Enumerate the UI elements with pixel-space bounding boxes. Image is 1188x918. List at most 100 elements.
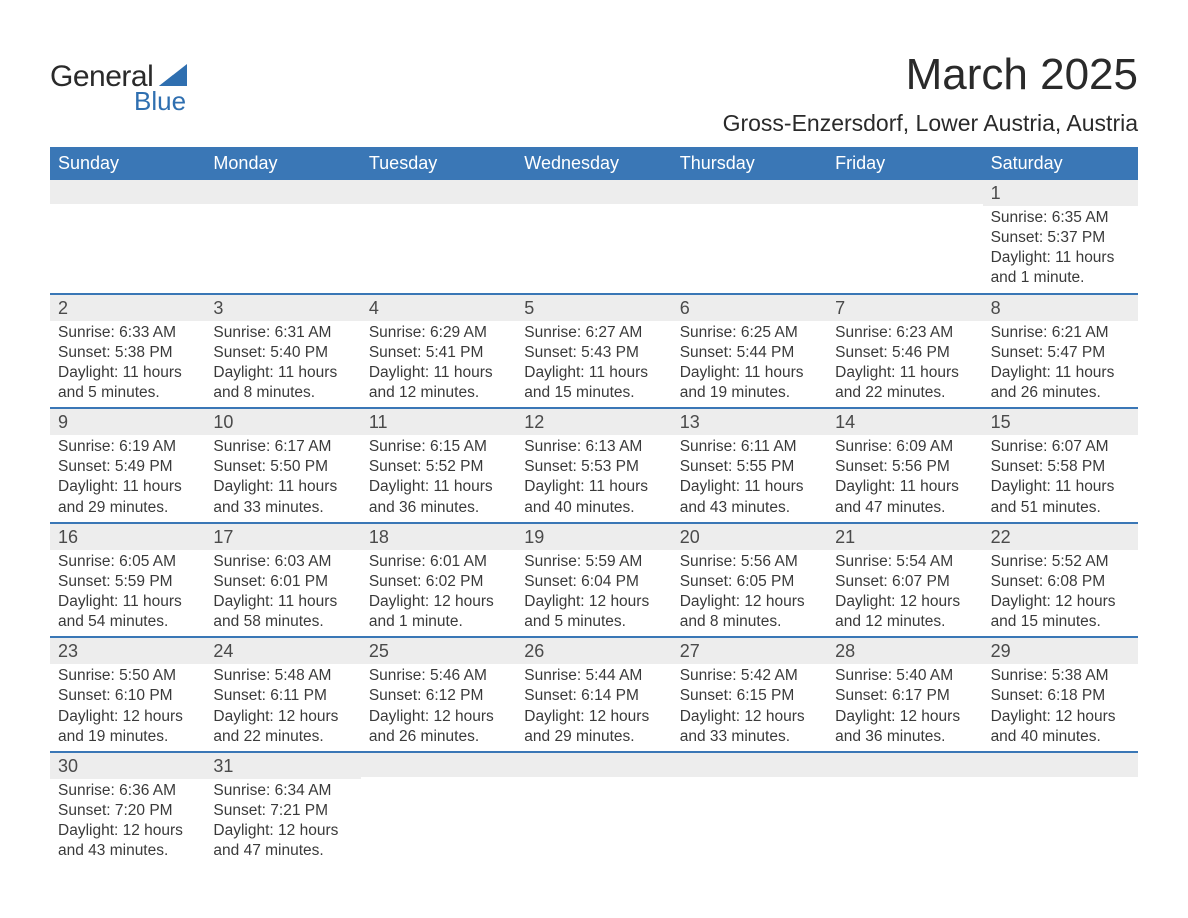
- calendar-day-cell: 23Sunrise: 5:50 AMSunset: 6:10 PMDayligh…: [50, 638, 205, 751]
- calendar-day-cell: 17Sunrise: 6:03 AMSunset: 6:01 PMDayligh…: [205, 524, 360, 637]
- daylight-text: Daylight: 12 hours and 15 minutes.: [991, 592, 1130, 632]
- day-details: Sunrise: 6:17 AMSunset: 5:50 PMDaylight:…: [205, 435, 360, 522]
- day-details: Sunrise: 6:36 AMSunset: 7:20 PMDaylight:…: [50, 779, 205, 866]
- sunrise-text: Sunrise: 6:17 AM: [213, 437, 352, 457]
- calendar-weekday-header: Sunday Monday Tuesday Wednesday Thursday…: [50, 147, 1138, 180]
- sunrise-text: Sunrise: 6:31 AM: [213, 323, 352, 343]
- day-number: 7: [827, 295, 982, 321]
- day-number: 6: [672, 295, 827, 321]
- day-details: Sunrise: 6:07 AMSunset: 5:58 PMDaylight:…: [983, 435, 1138, 522]
- day-number: 15: [983, 409, 1138, 435]
- sunset-text: Sunset: 5:52 PM: [369, 457, 508, 477]
- day-number: 16: [50, 524, 205, 550]
- day-number: [361, 753, 516, 777]
- day-details: Sunrise: 5:38 AMSunset: 6:18 PMDaylight:…: [983, 664, 1138, 751]
- day-details: Sunrise: 6:11 AMSunset: 5:55 PMDaylight:…: [672, 435, 827, 522]
- calendar-day-cell: 14Sunrise: 6:09 AMSunset: 5:56 PMDayligh…: [827, 409, 982, 522]
- daylight-text: Daylight: 11 hours and 33 minutes.: [213, 477, 352, 517]
- sunset-text: Sunset: 5:55 PM: [680, 457, 819, 477]
- daylight-text: Daylight: 12 hours and 12 minutes.: [835, 592, 974, 632]
- sunrise-text: Sunrise: 6:03 AM: [213, 552, 352, 572]
- day-number: 18: [361, 524, 516, 550]
- weekday-label: Friday: [827, 147, 982, 180]
- calendar-week-row: 2Sunrise: 6:33 AMSunset: 5:38 PMDaylight…: [50, 293, 1138, 408]
- calendar-day-cell: 30Sunrise: 6:36 AMSunset: 7:20 PMDayligh…: [50, 753, 205, 866]
- day-number: 19: [516, 524, 671, 550]
- daylight-text: Daylight: 12 hours and 36 minutes.: [835, 707, 974, 747]
- day-details: Sunrise: 6:33 AMSunset: 5:38 PMDaylight:…: [50, 321, 205, 408]
- day-details: [827, 777, 982, 857]
- sunrise-text: Sunrise: 6:07 AM: [991, 437, 1130, 457]
- weekday-label: Monday: [205, 147, 360, 180]
- calendar-week-row: 23Sunrise: 5:50 AMSunset: 6:10 PMDayligh…: [50, 636, 1138, 751]
- day-details: Sunrise: 6:35 AMSunset: 5:37 PMDaylight:…: [983, 206, 1138, 293]
- sunrise-text: Sunrise: 5:56 AM: [680, 552, 819, 572]
- day-number: 11: [361, 409, 516, 435]
- calendar-day-cell: 6Sunrise: 6:25 AMSunset: 5:44 PMDaylight…: [672, 295, 827, 408]
- daylight-text: Daylight: 11 hours and 15 minutes.: [524, 363, 663, 403]
- sunset-text: Sunset: 7:20 PM: [58, 801, 197, 821]
- sunset-text: Sunset: 5:46 PM: [835, 343, 974, 363]
- calendar-day-cell: 25Sunrise: 5:46 AMSunset: 6:12 PMDayligh…: [361, 638, 516, 751]
- day-number: 31: [205, 753, 360, 779]
- calendar-day-cell: 3Sunrise: 6:31 AMSunset: 5:40 PMDaylight…: [205, 295, 360, 408]
- day-number: 2: [50, 295, 205, 321]
- sunrise-text: Sunrise: 6:09 AM: [835, 437, 974, 457]
- sunset-text: Sunset: 6:04 PM: [524, 572, 663, 592]
- day-details: [50, 204, 205, 284]
- calendar-week-row: 1Sunrise: 6:35 AMSunset: 5:37 PMDaylight…: [50, 180, 1138, 293]
- calendar-day-cell: 15Sunrise: 6:07 AMSunset: 5:58 PMDayligh…: [983, 409, 1138, 522]
- day-number: 24: [205, 638, 360, 664]
- daylight-text: Daylight: 11 hours and 47 minutes.: [835, 477, 974, 517]
- sunset-text: Sunset: 6:18 PM: [991, 686, 1130, 706]
- day-number: [361, 180, 516, 204]
- day-details: [361, 204, 516, 284]
- sunset-text: Sunset: 6:07 PM: [835, 572, 974, 592]
- day-details: Sunrise: 5:56 AMSunset: 6:05 PMDaylight:…: [672, 550, 827, 637]
- sunset-text: Sunset: 5:44 PM: [680, 343, 819, 363]
- sunrise-text: Sunrise: 6:25 AM: [680, 323, 819, 343]
- sunset-text: Sunset: 5:58 PM: [991, 457, 1130, 477]
- day-number: [672, 753, 827, 777]
- day-details: Sunrise: 6:23 AMSunset: 5:46 PMDaylight:…: [827, 321, 982, 408]
- day-number: 29: [983, 638, 1138, 664]
- location-subtitle: Gross-Enzersdorf, Lower Austria, Austria: [723, 110, 1138, 137]
- sunrise-text: Sunrise: 6:34 AM: [213, 781, 352, 801]
- day-details: Sunrise: 5:54 AMSunset: 6:07 PMDaylight:…: [827, 550, 982, 637]
- sunset-text: Sunset: 6:02 PM: [369, 572, 508, 592]
- day-number: 27: [672, 638, 827, 664]
- day-details: Sunrise: 6:34 AMSunset: 7:21 PMDaylight:…: [205, 779, 360, 866]
- calendar-day-cell: [50, 180, 205, 293]
- sunset-text: Sunset: 7:21 PM: [213, 801, 352, 821]
- calendar-day-cell: 24Sunrise: 5:48 AMSunset: 6:11 PMDayligh…: [205, 638, 360, 751]
- sunset-text: Sunset: 6:05 PM: [680, 572, 819, 592]
- sunset-text: Sunset: 5:49 PM: [58, 457, 197, 477]
- sunrise-text: Sunrise: 6:11 AM: [680, 437, 819, 457]
- sunrise-text: Sunrise: 6:29 AM: [369, 323, 508, 343]
- sunrise-text: Sunrise: 6:33 AM: [58, 323, 197, 343]
- sunset-text: Sunset: 6:12 PM: [369, 686, 508, 706]
- title-block: March 2025 Gross-Enzersdorf, Lower Austr…: [723, 50, 1138, 137]
- day-details: [672, 777, 827, 857]
- day-details: Sunrise: 6:19 AMSunset: 5:49 PMDaylight:…: [50, 435, 205, 522]
- day-number: 5: [516, 295, 671, 321]
- weekday-label: Sunday: [50, 147, 205, 180]
- daylight-text: Daylight: 11 hours and 51 minutes.: [991, 477, 1130, 517]
- sunset-text: Sunset: 6:15 PM: [680, 686, 819, 706]
- sunset-text: Sunset: 6:01 PM: [213, 572, 352, 592]
- day-details: Sunrise: 6:09 AMSunset: 5:56 PMDaylight:…: [827, 435, 982, 522]
- sunset-text: Sunset: 5:40 PM: [213, 343, 352, 363]
- day-number: [827, 180, 982, 204]
- day-details: Sunrise: 6:15 AMSunset: 5:52 PMDaylight:…: [361, 435, 516, 522]
- day-details: Sunrise: 5:44 AMSunset: 6:14 PMDaylight:…: [516, 664, 671, 751]
- day-number: [516, 180, 671, 204]
- daylight-text: Daylight: 11 hours and 8 minutes.: [213, 363, 352, 403]
- calendar-day-cell: [516, 180, 671, 293]
- daylight-text: Daylight: 12 hours and 5 minutes.: [524, 592, 663, 632]
- calendar-day-cell: [361, 180, 516, 293]
- sunrise-text: Sunrise: 6:15 AM: [369, 437, 508, 457]
- sunset-text: Sunset: 5:41 PM: [369, 343, 508, 363]
- daylight-text: Daylight: 12 hours and 29 minutes.: [524, 707, 663, 747]
- calendar-day-cell: 29Sunrise: 5:38 AMSunset: 6:18 PMDayligh…: [983, 638, 1138, 751]
- day-details: Sunrise: 6:03 AMSunset: 6:01 PMDaylight:…: [205, 550, 360, 637]
